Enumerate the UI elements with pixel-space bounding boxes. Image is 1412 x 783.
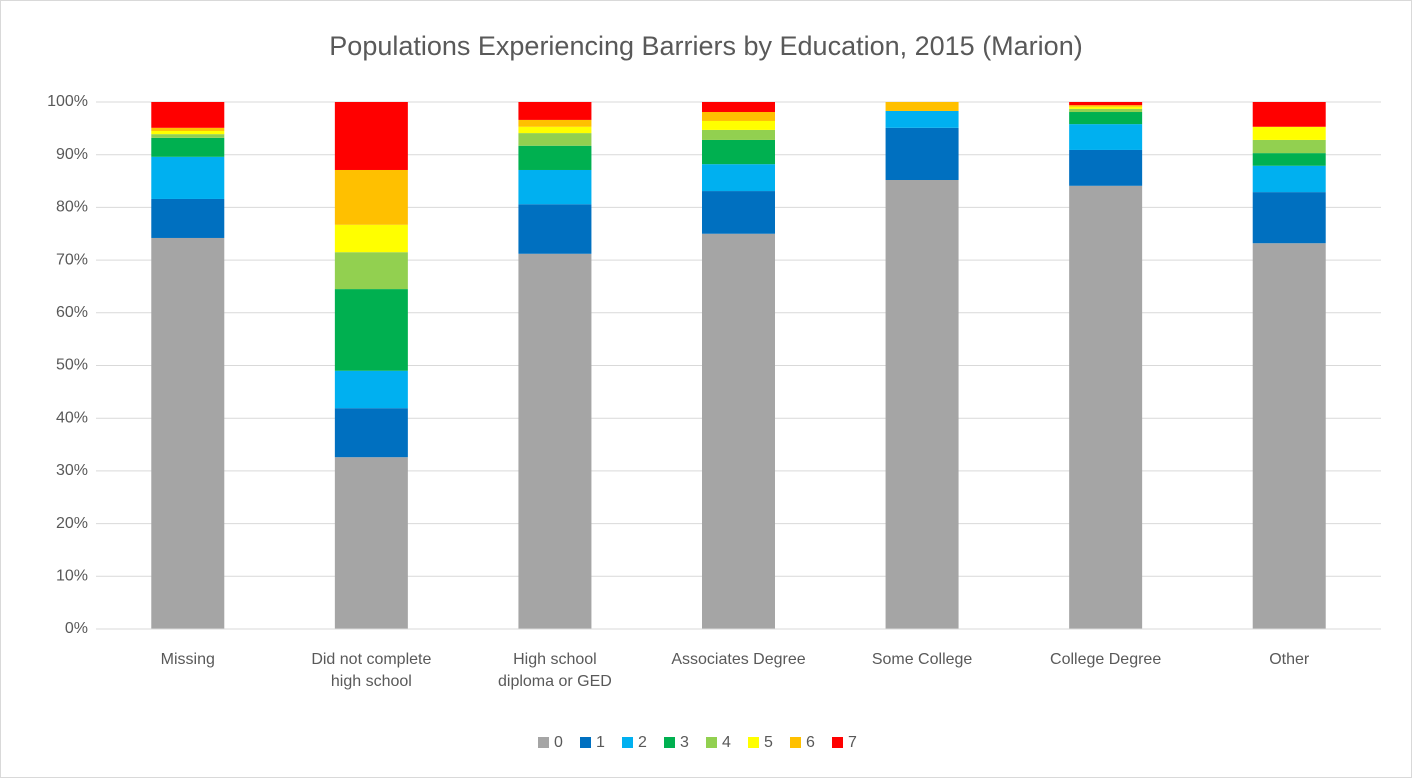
bar-segment [334, 408, 408, 458]
x-tick-label: Did not complete high school [311, 651, 431, 690]
chart-title: Populations Experiencing Barriers by Edu… [329, 31, 1082, 61]
bar-segment [1069, 149, 1143, 186]
bar-segment [518, 102, 592, 120]
bar-segment [702, 164, 775, 192]
bar-segment [151, 137, 225, 157]
bar-segment [334, 370, 408, 409]
bar-segment [1252, 139, 1326, 154]
bar-segment [1069, 105, 1143, 107]
y-tick-label: 40% [56, 409, 88, 426]
bar-segment [151, 102, 225, 128]
y-tick-label: 30% [56, 462, 88, 479]
legend-swatch [580, 737, 591, 748]
bar-segment [151, 198, 225, 238]
bar-segment [885, 110, 959, 128]
bar-segment [151, 134, 225, 138]
bar-segment [702, 129, 775, 140]
bar-segment [518, 126, 592, 134]
legend-label: 7 [848, 734, 857, 751]
bar-segment [334, 169, 408, 225]
x-tick-label: Some College [872, 651, 973, 668]
y-tick-label: 90% [56, 146, 88, 163]
bar-segment [1252, 102, 1326, 127]
x-tick-label: Missing [161, 651, 215, 668]
bar-segment [885, 127, 959, 180]
bar-segment [334, 457, 408, 629]
bar-segment [702, 112, 775, 121]
bar-segment [1069, 108, 1143, 113]
bar-segment [1069, 102, 1143, 106]
y-tick-label: 50% [56, 357, 88, 374]
legend-label: 4 [722, 734, 731, 751]
bar-segment [702, 139, 775, 165]
bar-segment [1069, 124, 1143, 150]
bar-segment [885, 102, 959, 111]
bar-segment [1069, 185, 1143, 629]
bar-segment [151, 127, 225, 131]
x-tick-label: Associates Degree [671, 651, 805, 668]
bar-segment [334, 289, 408, 371]
legend-label: 5 [764, 734, 773, 751]
legend-swatch [748, 737, 759, 748]
legend-label: 0 [554, 734, 563, 751]
bar-segment [1252, 243, 1326, 629]
bar-segment [518, 145, 592, 170]
bar-segment [151, 237, 225, 629]
x-tick-label: College Degree [1050, 651, 1161, 668]
legend-label: 1 [596, 734, 605, 751]
y-tick-label: 10% [56, 568, 88, 585]
legend-swatch [790, 737, 801, 748]
legend-swatch [664, 737, 675, 748]
y-tick-label: 80% [56, 199, 88, 216]
bar-segment [1069, 106, 1143, 109]
y-tick-label: 20% [56, 515, 88, 532]
bar-segment [151, 130, 225, 135]
legend-label: 6 [806, 734, 815, 751]
bar-segment [702, 233, 775, 629]
bar-segment [885, 179, 959, 629]
x-tick-label: High school diploma or GED [498, 651, 612, 690]
bar-segment [518, 169, 592, 205]
legend-label: 3 [680, 734, 689, 751]
bar-segment [1069, 112, 1143, 125]
y-tick-label: 60% [56, 304, 88, 321]
bar-segment [334, 102, 408, 170]
bar-segment [518, 253, 592, 629]
bar-segment [1252, 126, 1326, 140]
bar-segment [702, 102, 775, 113]
legend-swatch [832, 737, 843, 748]
bar-segment [518, 133, 592, 146]
bar-segment [518, 204, 592, 254]
y-tick-label: 0% [65, 620, 88, 637]
bar-segment [518, 119, 592, 127]
x-tick-label: Other [1269, 651, 1310, 668]
bar-segment [1252, 192, 1326, 244]
y-tick-label: 100% [47, 93, 88, 110]
legend-label: 2 [638, 734, 647, 751]
bar-segment [1252, 165, 1326, 193]
bar-segment [334, 252, 408, 290]
legend-swatch [622, 737, 633, 748]
bar-segment [334, 224, 408, 253]
bar-segment [702, 191, 775, 234]
legend-swatch [706, 737, 717, 748]
bar-segment [702, 120, 775, 130]
bar-segment [1252, 153, 1326, 166]
legend-swatch [538, 737, 549, 748]
bar-segment [151, 156, 225, 199]
y-tick-label: 70% [56, 251, 88, 268]
